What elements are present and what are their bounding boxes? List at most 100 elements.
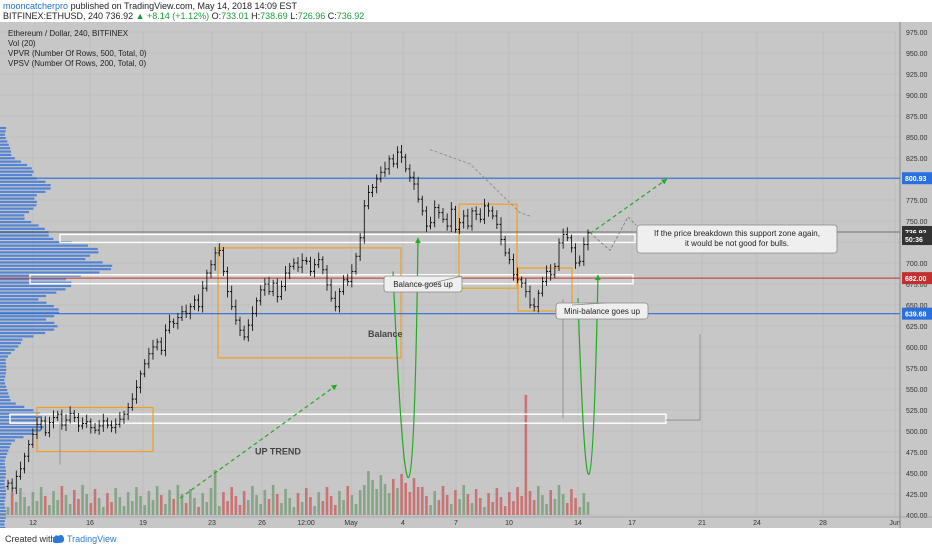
volume-bar (234, 496, 238, 515)
volume-bar (213, 470, 217, 515)
price-tag-label: 682.00 (905, 276, 927, 283)
high-value: 738.69 (260, 11, 288, 21)
volume-bar (147, 491, 151, 515)
profile-bar (0, 429, 41, 432)
volume-bar (487, 493, 490, 515)
volume-bar (512, 501, 515, 515)
volume-bar (387, 493, 391, 515)
volume-bar (48, 505, 51, 515)
volume-bar (275, 494, 279, 515)
tradingview-brand[interactable]: TradingView (67, 534, 117, 544)
profile-bar (0, 305, 54, 308)
volume-bar (10, 493, 14, 515)
profile-bar (0, 392, 9, 395)
profile-bar (0, 385, 7, 388)
volume-bar (19, 488, 22, 515)
volume-bar (31, 492, 35, 515)
lower-zone (9, 413, 667, 424)
annotation-arrows (179, 149, 668, 499)
volume-bar (491, 502, 495, 515)
volume-bar (404, 483, 408, 515)
volume-bar (251, 486, 254, 515)
profile-bar (0, 278, 67, 281)
volume-bar (184, 503, 188, 515)
balance-box-2 (217, 247, 402, 359)
profile-bar (0, 264, 113, 267)
y-tick-label: 475.00 (906, 450, 928, 457)
legend-vol: Vol (20) (8, 39, 36, 48)
volume-bar (437, 500, 441, 515)
profile-bar (0, 486, 6, 489)
volume-bar (578, 507, 582, 515)
volume-bars (6, 395, 590, 515)
volume-bar (342, 500, 345, 515)
profile-bar (0, 365, 7, 368)
y-tick-label: 550.00 (906, 387, 928, 394)
x-tick-label: 17 (628, 520, 636, 527)
volume-bar (354, 504, 358, 515)
profile-bar (0, 147, 11, 150)
price-chart[interactable]: 375.00400.00425.00450.00475.00500.00525.… (0, 22, 932, 528)
projection-path (589, 216, 637, 252)
volume-bar (524, 395, 528, 515)
volume-bar (288, 498, 292, 515)
legend-title: Ethereum / Dollar, 240, BITFINEX (8, 29, 129, 38)
volume-bar (574, 498, 577, 515)
chart-legend: Ethereum / Dollar, 240, BITFINEX Vol (20… (8, 29, 147, 69)
price-tag-label: 639.68 (905, 312, 927, 319)
profile-bar (0, 294, 46, 298)
volume-bar (408, 492, 412, 515)
balance-up-note-box (383, 275, 463, 293)
balance-label: Balance (368, 329, 403, 339)
volume-bar (14, 502, 18, 515)
volume-bar (197, 507, 200, 515)
volume-bar (379, 475, 383, 515)
open-label: O: (211, 11, 222, 21)
note-pointer (571, 302, 606, 306)
volume-bar (209, 488, 213, 515)
profile-bar (0, 210, 29, 214)
volume-bar (255, 495, 258, 515)
volume-bar (89, 503, 93, 515)
profile-bar (0, 173, 33, 177)
profile-bar (0, 436, 24, 439)
volume-bar (23, 497, 26, 515)
volume-bar (168, 490, 171, 515)
profile-bar (0, 150, 11, 153)
profile-bar (0, 473, 6, 476)
balance-box-3 (458, 203, 518, 289)
volume-bar (449, 504, 453, 515)
profile-bar (0, 415, 43, 419)
profile-bar (0, 251, 99, 254)
y-tick-label: 950.00 (906, 51, 928, 58)
profile-bar (0, 241, 72, 244)
volume-bar (425, 496, 428, 515)
volume-bar (549, 490, 553, 515)
volume-bar (499, 497, 503, 515)
volume-bar (43, 496, 47, 515)
profile-bar (0, 291, 57, 294)
author-link[interactable]: mooncatcherpro (3, 1, 69, 11)
volume-bar (474, 489, 478, 515)
volume-bar (68, 504, 72, 515)
volume-bar (101, 507, 105, 515)
profile-bar (0, 308, 59, 311)
profile-bar (0, 274, 81, 277)
volume-bar (391, 479, 395, 515)
volume-bar (292, 507, 296, 515)
profile-bar (0, 217, 25, 220)
volume-bar (362, 485, 366, 515)
volume-bar (159, 495, 163, 515)
profile-bar (0, 143, 9, 146)
publish-line: mooncatcherpro published on TradingView.… (3, 1, 297, 12)
profile-bar (0, 452, 8, 456)
x-tick-label: 12 (29, 520, 37, 527)
profile-bar (0, 449, 9, 452)
volume-bar (346, 486, 350, 515)
balance-up-note-text: Balance goes up (393, 280, 453, 289)
close-label: C: (327, 11, 337, 21)
profile-bar (0, 368, 7, 372)
profile-bar (0, 325, 58, 328)
breakdown-note-box (636, 224, 838, 254)
volume-bar (72, 490, 76, 515)
